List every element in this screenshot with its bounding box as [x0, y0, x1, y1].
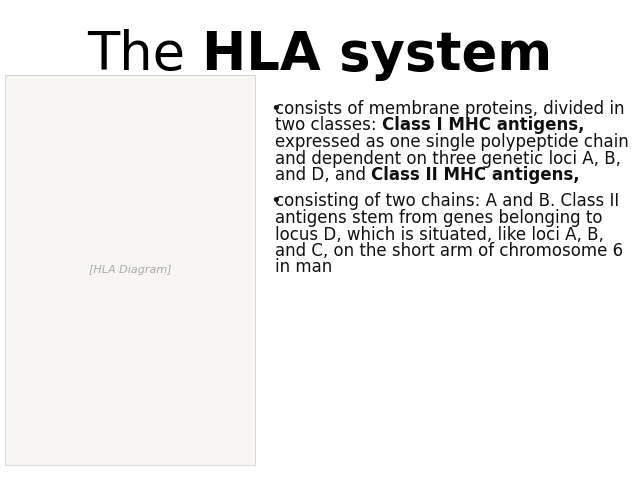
Text: and C, on the short arm of chromosome 6: and C, on the short arm of chromosome 6	[275, 242, 623, 260]
Text: and dependent on three genetic loci A, B,: and dependent on three genetic loci A, B…	[275, 149, 621, 168]
Text: two classes:: two classes:	[275, 117, 376, 134]
Text: in man: in man	[275, 259, 332, 276]
Text: •: •	[270, 100, 281, 118]
Text: antigens stem from genes belonging to: antigens stem from genes belonging to	[275, 209, 602, 227]
Text: expressed as one single polypeptide chain: expressed as one single polypeptide chai…	[275, 133, 628, 151]
Text: HLA system: HLA system	[202, 29, 552, 81]
Text: Class II MHC antigens,: Class II MHC antigens,	[371, 166, 580, 184]
Text: Class I MHC antigens,: Class I MHC antigens,	[382, 117, 584, 134]
Text: •: •	[270, 192, 281, 211]
Text: consists of membrane proteins, divided in: consists of membrane proteins, divided i…	[275, 100, 625, 118]
Text: and D, and: and D, and	[275, 166, 366, 184]
Text: consisting of two chains: A and B. Class II: consisting of two chains: A and B. Class…	[275, 192, 620, 211]
Text: The: The	[88, 29, 202, 81]
Text: locus D, which is situated, like loci A, B,: locus D, which is situated, like loci A,…	[275, 226, 604, 243]
FancyBboxPatch shape	[5, 75, 255, 465]
Text: [HLA Diagram]: [HLA Diagram]	[89, 265, 172, 275]
